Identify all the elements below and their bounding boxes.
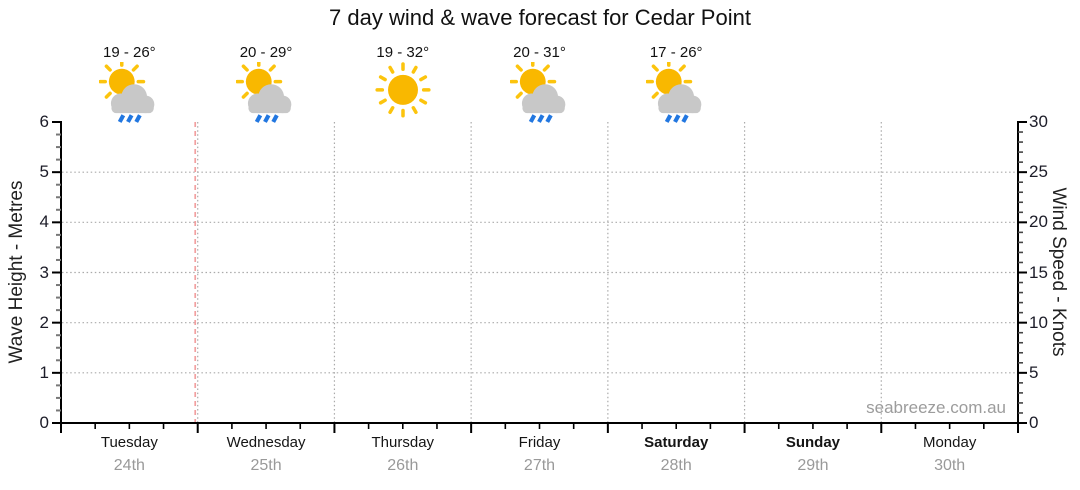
weather-icon-saturday (645, 58, 706, 124)
date-label: 28th (660, 457, 692, 474)
date-label: 25th (250, 457, 282, 474)
wind-tick-label: 5 (1029, 362, 1039, 382)
wind-tick-label: 20 (1029, 212, 1048, 232)
date-label: 30th (934, 457, 966, 474)
weather-icon-thursday (373, 62, 433, 124)
date-label: 24th (113, 457, 145, 474)
wave-tick-label: 4 (39, 212, 49, 232)
wave-tick-label: 1 (39, 362, 49, 382)
wind-tick-label: 15 (1029, 262, 1048, 282)
wind-tick-label: 30 (1029, 112, 1048, 131)
temp-range-wednesday: 20 - 29° (239, 44, 293, 61)
wave-tick-label: 3 (39, 262, 49, 282)
weather-icon-friday (508, 58, 570, 124)
temp-range-tuesday: 19 - 26° (102, 44, 156, 61)
day-label-wednesday: Wednesday (226, 434, 306, 451)
wave-tick-label: 0 (39, 413, 49, 432)
weather-icon-tuesday (98, 58, 159, 124)
wind-tick-label: 0 (1029, 413, 1039, 432)
date-label: 27th (523, 457, 556, 474)
day-label-monday: Monday (922, 434, 977, 451)
sun-cloud-rain-icon (508, 58, 565, 123)
weather-icon-wednesday (235, 58, 296, 124)
wind-tick-label: 10 (1029, 312, 1048, 332)
day-label-friday: Friday (518, 434, 561, 451)
day-label-tuesday: Tuesday (100, 434, 158, 451)
watermark-text: seabreeze.com.au (866, 398, 1006, 417)
temp-range-thursday: 19 - 32° (376, 44, 430, 61)
wind-tick-label: 25 (1029, 162, 1048, 182)
day-label-thursday: Thursday (371, 434, 435, 451)
sun-icon (375, 62, 431, 118)
temp-range-friday: 20 - 31° (513, 44, 566, 61)
chart-title: 7 day wind & wave forecast for Cedar Poi… (329, 5, 751, 30)
wave-tick-label: 6 (39, 112, 49, 131)
temp-range-saturday: 17 - 26° (649, 44, 703, 61)
wave-tick-label: 5 (39, 162, 49, 182)
sun-cloud-rain-icon (645, 58, 702, 123)
date-label: 26th (387, 457, 419, 474)
wave-tick-label: 2 (39, 312, 49, 332)
day-label-sunday: Sunday (785, 434, 841, 451)
sun-cloud-rain-icon (235, 58, 292, 123)
date-label: 29th (797, 457, 829, 474)
sun-cloud-rain-icon (98, 58, 155, 123)
day-label-saturday: Saturday (644, 434, 709, 451)
